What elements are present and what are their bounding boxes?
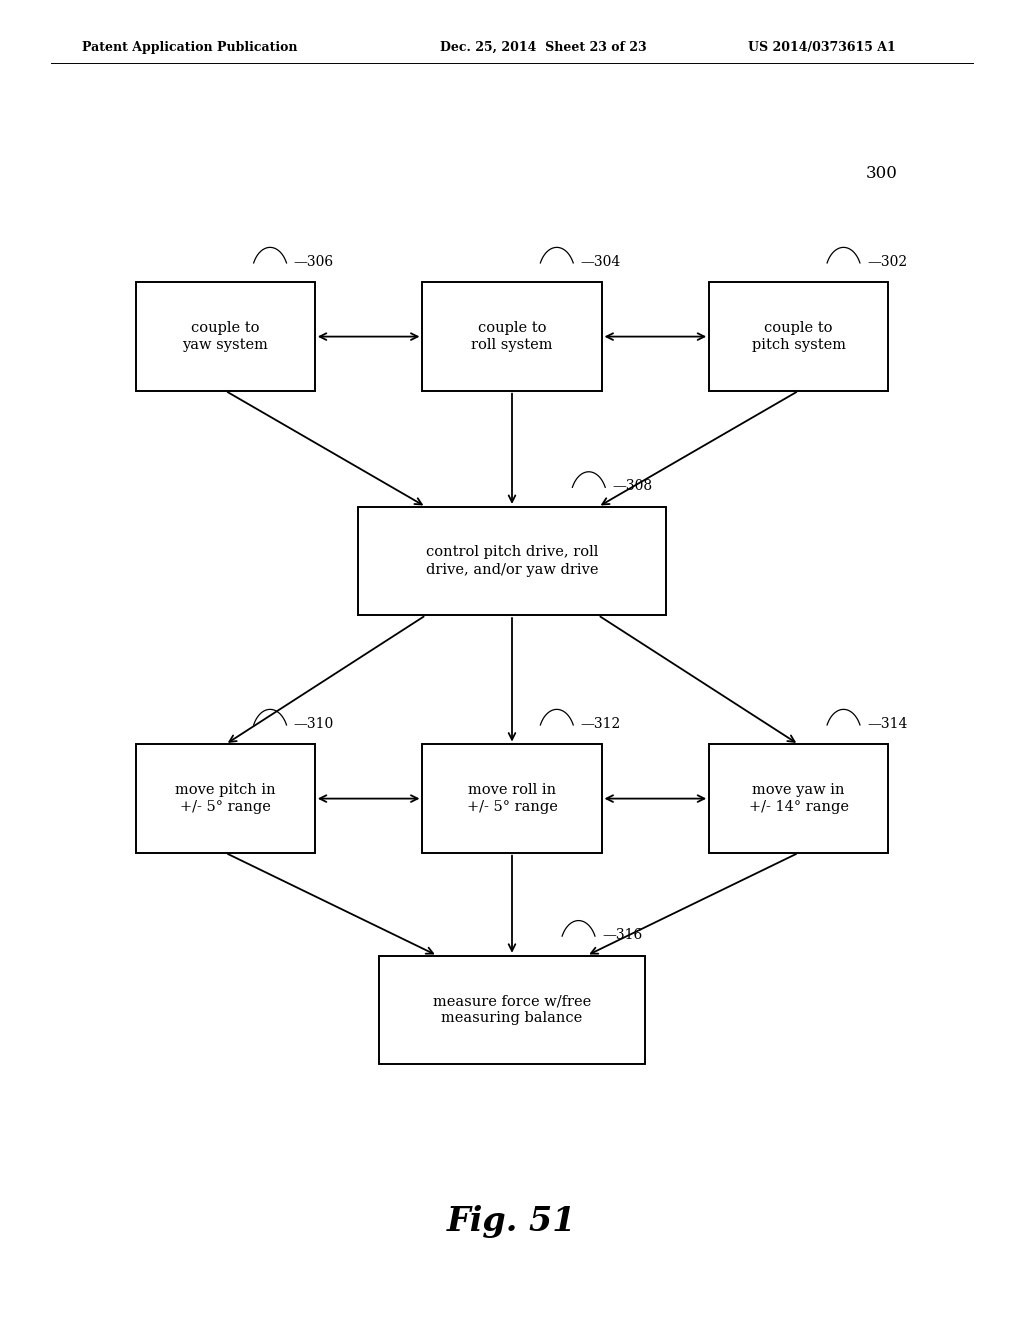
Text: —306: —306 — [294, 255, 334, 269]
Text: —316: —316 — [602, 928, 642, 942]
Text: —304: —304 — [581, 255, 621, 269]
Text: control pitch drive, roll
drive, and/or yaw drive: control pitch drive, roll drive, and/or … — [426, 545, 598, 577]
FancyBboxPatch shape — [422, 744, 601, 853]
Text: 300: 300 — [865, 165, 897, 182]
Text: US 2014/0373615 A1: US 2014/0373615 A1 — [748, 41, 895, 54]
Text: —308: —308 — [612, 479, 652, 494]
FancyBboxPatch shape — [709, 282, 888, 391]
Text: couple to
yaw system: couple to yaw system — [182, 321, 268, 352]
Text: —312: —312 — [581, 717, 621, 731]
Text: move pitch in
+/- 5° range: move pitch in +/- 5° range — [175, 783, 275, 814]
Text: Fig. 51: Fig. 51 — [447, 1204, 577, 1238]
Text: couple to
roll system: couple to roll system — [471, 321, 553, 352]
FancyBboxPatch shape — [379, 956, 645, 1064]
Text: couple to
pitch system: couple to pitch system — [752, 321, 846, 352]
FancyBboxPatch shape — [422, 282, 601, 391]
Text: measure force w/free
measuring balance: measure force w/free measuring balance — [433, 994, 591, 1026]
FancyBboxPatch shape — [135, 744, 315, 853]
Text: Dec. 25, 2014  Sheet 23 of 23: Dec. 25, 2014 Sheet 23 of 23 — [440, 41, 647, 54]
Text: move roll in
+/- 5° range: move roll in +/- 5° range — [467, 783, 557, 814]
Text: —314: —314 — [867, 717, 907, 731]
Text: —302: —302 — [867, 255, 907, 269]
FancyBboxPatch shape — [135, 282, 315, 391]
FancyBboxPatch shape — [709, 744, 888, 853]
Text: Patent Application Publication: Patent Application Publication — [82, 41, 297, 54]
FancyBboxPatch shape — [358, 507, 666, 615]
Text: move yaw in
+/- 14° range: move yaw in +/- 14° range — [749, 783, 849, 814]
Text: —310: —310 — [294, 717, 334, 731]
